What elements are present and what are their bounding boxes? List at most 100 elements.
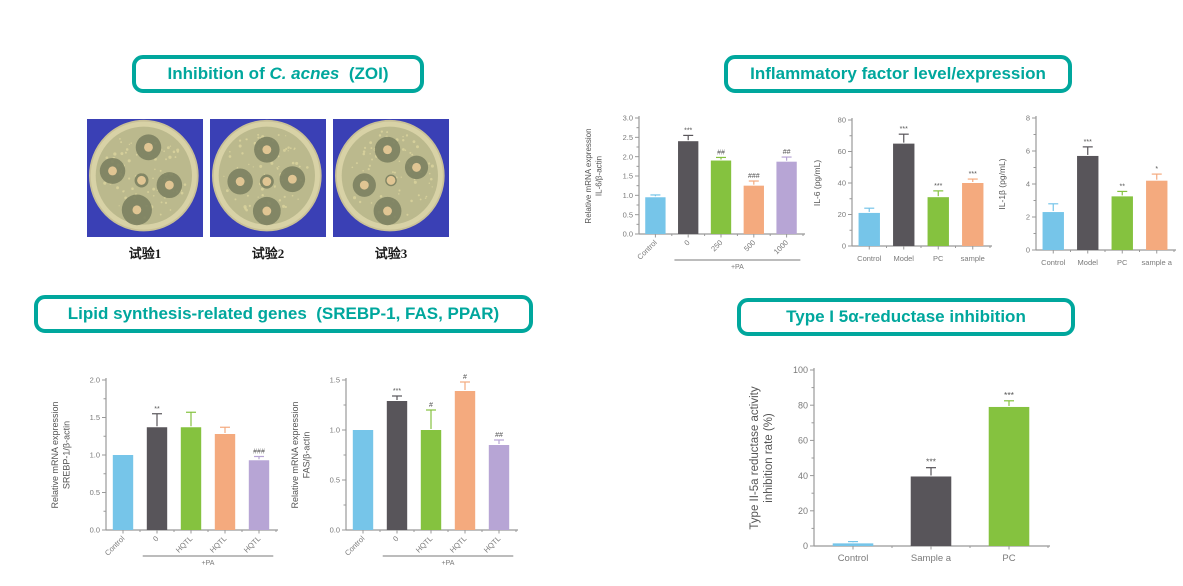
header-zoi: Inhibition of C. acnes (ZOI) — [132, 55, 424, 93]
header-reductase: Type I 5α-reductase inhibition — [737, 298, 1075, 336]
svg-text:+PA: +PA — [442, 560, 455, 567]
svg-text:80: 80 — [838, 116, 846, 125]
svg-text:#: # — [429, 402, 433, 409]
svg-text:HQTL: HQTL — [242, 534, 263, 555]
svg-text:***: *** — [393, 388, 401, 395]
svg-text:1.0: 1.0 — [90, 451, 100, 460]
svg-text:##: ## — [783, 149, 791, 156]
svg-text:IL-6/β-actin: IL-6/β-actin — [595, 156, 604, 196]
svg-text:1.0: 1.0 — [330, 426, 340, 435]
svg-text:+PA: +PA — [731, 264, 744, 271]
svg-text:80: 80 — [798, 400, 808, 410]
svg-text:PC: PC — [1002, 553, 1015, 564]
chart-il1b-level: 0 2 4 6 8 Control *** Model ** PC * sample a IL-1β (… — [996, 104, 1182, 280]
svg-text:***: *** — [969, 171, 977, 178]
svg-text:1.5: 1.5 — [330, 376, 340, 385]
svg-text:1000: 1000 — [772, 238, 790, 256]
svg-text:##: ## — [495, 432, 503, 439]
svg-text:Type II-5a reductase activity: Type II-5a reductase activity — [749, 386, 761, 529]
chart-reductase-inhibition: 0 20 40 60 80 100 Control *** Sample a *** PC Type … — [742, 356, 1064, 580]
svg-text:HQTL: HQTL — [448, 534, 469, 555]
svg-text:**: ** — [1120, 183, 1126, 190]
svg-text:inhibition rate (%): inhibition rate (%) — [763, 413, 775, 503]
svg-text:FAS/β-actin: FAS/β-actin — [302, 432, 312, 479]
svg-text:2.0: 2.0 — [623, 152, 633, 161]
svg-text:SREBP-1/β-actin: SREBP-1/β-actin — [62, 421, 72, 489]
svg-text:##: ## — [717, 149, 725, 156]
svg-text:***: *** — [934, 183, 942, 190]
svg-text:Control: Control — [857, 254, 882, 263]
svg-text:2.0: 2.0 — [90, 376, 100, 385]
svg-text:###: ### — [748, 173, 760, 180]
header-lipid-genes-label: Lipid synthesis-related genes (SREBP-1, … — [67, 304, 500, 323]
header-reductase-label: Type I 5α-reductase inhibition — [786, 307, 1026, 326]
svg-text:40: 40 — [838, 179, 846, 188]
svg-text:Control: Control — [635, 238, 659, 262]
svg-text:Control: Control — [103, 534, 127, 558]
svg-text:HQTL: HQTL — [414, 534, 435, 555]
header-inflammatory: Inflammatory factor level/expression — [724, 55, 1072, 93]
svg-text:20: 20 — [838, 210, 846, 219]
svg-text:Control: Control — [1041, 258, 1066, 267]
svg-text:0: 0 — [151, 534, 160, 543]
header-zoi-suffix: (ZOI) — [339, 64, 389, 83]
svg-text:sample a: sample a — [1142, 258, 1173, 267]
svg-text:***: *** — [900, 126, 908, 133]
svg-text:20: 20 — [798, 506, 808, 516]
svg-text:HQTL: HQTL — [482, 534, 503, 555]
svg-text:***: *** — [684, 127, 692, 134]
svg-text:0.5: 0.5 — [623, 210, 633, 219]
svg-text:0: 0 — [803, 541, 808, 551]
svg-text:0.0: 0.0 — [623, 230, 633, 239]
svg-text:HQTL: HQTL — [208, 534, 229, 555]
svg-text:***: *** — [1004, 390, 1015, 400]
svg-text:Model: Model — [894, 254, 915, 263]
petri-dish-caption-1: 试验1 — [128, 246, 162, 261]
svg-text:IL-6 (pg/mL): IL-6 (pg/mL) — [812, 160, 822, 206]
svg-text:1.0: 1.0 — [623, 191, 633, 200]
svg-text:0.5: 0.5 — [90, 488, 100, 497]
svg-text:60: 60 — [838, 147, 846, 156]
svg-text:Relative mRNA expression: Relative mRNA expression — [290, 401, 300, 508]
svg-text:+PA: +PA — [202, 560, 215, 567]
header-zoi-species: C. acnes — [269, 64, 340, 83]
svg-text:60: 60 — [798, 436, 808, 446]
svg-text:0: 0 — [842, 242, 846, 251]
petri-dish-caption-2: 试验2 — [251, 246, 285, 261]
svg-text:0.0: 0.0 — [330, 526, 340, 535]
chart-il6-mrna-expression: 0.0 0.5 1.0 1.5 2.0 2.5 3.0 Control *** 0 ## 250 ###… — [583, 104, 813, 280]
svg-text:8: 8 — [1026, 114, 1030, 123]
svg-text:Relative mRNA expression: Relative mRNA expression — [584, 128, 593, 223]
svg-text:###: ### — [253, 449, 265, 456]
petri-dish-photo-3 — [333, 119, 449, 237]
svg-text:**: ** — [154, 406, 160, 413]
svg-text:250: 250 — [709, 238, 724, 253]
svg-text:0: 0 — [391, 534, 400, 543]
svg-text:3.0: 3.0 — [623, 114, 633, 123]
svg-text:0: 0 — [682, 238, 691, 247]
chart-fas-mrna-expression: 0.0 0.5 1.0 1.5 Control *** 0 # HQTL # HQTL ## HQTL +… — [288, 368, 526, 582]
svg-text:sample: sample — [961, 254, 985, 263]
svg-text:PC: PC — [1117, 258, 1128, 267]
chart-il6-level: 0 20 40 60 80 Control *** Model *** PC *** sample IL… — [810, 106, 998, 276]
svg-text:2: 2 — [1026, 213, 1030, 222]
petri-dish-photo-1 — [87, 119, 203, 237]
svg-text:PC: PC — [933, 254, 944, 263]
svg-text:*: * — [1155, 166, 1158, 173]
svg-text:***: *** — [1084, 139, 1092, 146]
svg-text:1.5: 1.5 — [623, 172, 633, 181]
header-inflammatory-label: Inflammatory factor level/expression — [750, 64, 1046, 83]
svg-text:2.5: 2.5 — [623, 133, 633, 142]
svg-text:0.0: 0.0 — [90, 526, 100, 535]
svg-text:1.5: 1.5 — [90, 413, 100, 422]
petri-dish-caption-3: 试验3 — [374, 246, 408, 261]
petri-dish-photo-2 — [210, 119, 326, 237]
header-zoi-prefix: Inhibition of — [167, 64, 270, 83]
svg-text:100: 100 — [793, 365, 808, 375]
svg-text:6: 6 — [1026, 147, 1030, 156]
svg-text:0: 0 — [1026, 246, 1030, 255]
svg-text:500: 500 — [742, 238, 757, 253]
svg-text:Relative mRNA expression: Relative mRNA expression — [50, 401, 60, 508]
svg-text:HQTL: HQTL — [174, 534, 195, 555]
